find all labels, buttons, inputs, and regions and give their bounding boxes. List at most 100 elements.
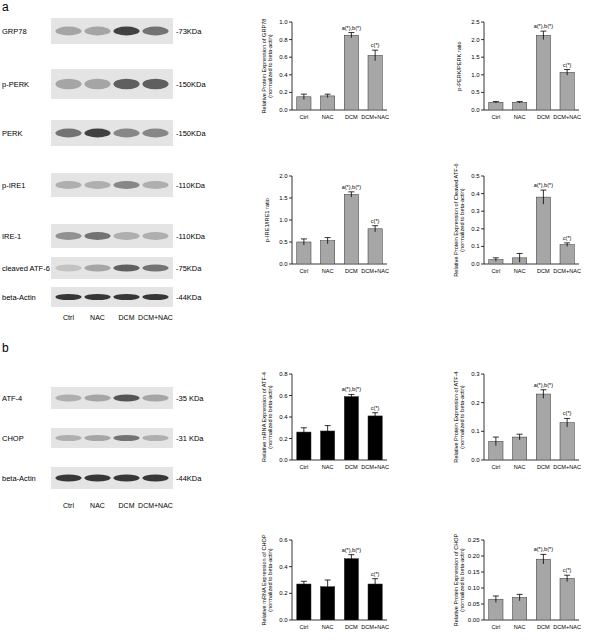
error-bar-line bbox=[351, 192, 352, 197]
blot-size-label: -150KDa bbox=[176, 129, 206, 138]
error-bar-line bbox=[543, 31, 544, 39]
error-bar-cap bbox=[372, 50, 378, 51]
blot-band bbox=[84, 181, 110, 189]
bar-chart: 0.000.050.100.150.200.25Relative Protein… bbox=[453, 533, 582, 630]
error-bar-cap bbox=[493, 101, 499, 102]
bar-chart: 0.00.10.20.30.40.5Relative Protein Expre… bbox=[453, 163, 582, 276]
error-bar-cap bbox=[372, 225, 378, 226]
error-bar-cap bbox=[493, 437, 499, 438]
error-bar-cap bbox=[517, 434, 523, 435]
y-axis-title-line: Relative mRNA Expression of ATF-4 bbox=[261, 372, 267, 462]
y-tick-label: 0.0 bbox=[471, 457, 480, 463]
error-bar bbox=[540, 554, 546, 564]
error-bar-cap bbox=[517, 101, 523, 102]
blot-band bbox=[113, 264, 139, 271]
panel-label: b bbox=[2, 341, 9, 355]
y-tick bbox=[481, 92, 484, 93]
figure: aGRP78-73KDap-PERK-150KDaPERK-150KDap-IR… bbox=[0, 0, 600, 641]
error-bar bbox=[301, 94, 307, 99]
bar bbox=[513, 437, 527, 460]
y-tick-label: 0.15 bbox=[468, 569, 480, 575]
bars bbox=[297, 192, 383, 264]
y-tick bbox=[289, 176, 292, 177]
error-bar bbox=[348, 33, 354, 38]
y-tick bbox=[289, 395, 292, 396]
error-bar bbox=[348, 192, 354, 197]
blot-band bbox=[55, 232, 81, 240]
y-axis bbox=[484, 176, 485, 264]
blot-band bbox=[84, 435, 110, 441]
y-tick bbox=[289, 198, 292, 199]
lane-label: NAC bbox=[90, 314, 105, 321]
y-tick bbox=[289, 374, 292, 375]
y-tick-label: 0.0 bbox=[279, 457, 288, 463]
y-tick-label: 2.5 bbox=[471, 19, 480, 25]
blot-background bbox=[51, 224, 173, 248]
y-tick bbox=[289, 92, 292, 93]
x-tick-label: DCM+NAC bbox=[361, 268, 389, 274]
error-bar-cap bbox=[540, 190, 546, 191]
blot-background bbox=[51, 428, 173, 448]
blot-band bbox=[84, 294, 110, 300]
x-tick-label: DCM bbox=[537, 464, 550, 470]
error-bar-line bbox=[351, 555, 352, 563]
blot-row-label: cleaved ATF-6 bbox=[2, 264, 50, 273]
y-tick-label: 1.5 bbox=[471, 54, 480, 60]
y-tick-label: 0.4 bbox=[279, 414, 288, 420]
y-tick-label: 0.0 bbox=[279, 617, 288, 623]
x-tick-label: Ctrl bbox=[492, 268, 501, 274]
bars bbox=[297, 555, 383, 620]
y-tick bbox=[481, 57, 484, 58]
blot-band bbox=[142, 181, 168, 189]
y-tick bbox=[481, 246, 484, 247]
y-tick bbox=[481, 228, 484, 229]
y-tick-label: 2.0 bbox=[279, 173, 288, 179]
y-axis-title-line: (normalized to beta-actin) bbox=[267, 385, 273, 449]
panel-label: a bbox=[2, 0, 9, 14]
error-bar-line bbox=[567, 418, 568, 427]
x-tick-label: DCM bbox=[345, 464, 358, 470]
error-bar-line bbox=[543, 390, 544, 399]
error-bar-line bbox=[495, 258, 496, 262]
blot-band bbox=[55, 27, 81, 36]
x-tick-label: DCM+NAC bbox=[553, 114, 581, 120]
y-tick-label: 0.4 bbox=[279, 564, 288, 570]
y-tick bbox=[481, 264, 484, 265]
error-bar bbox=[372, 579, 378, 590]
annotation: a(*),b(*) bbox=[342, 547, 361, 553]
error-bar-line bbox=[351, 33, 352, 38]
y-tick-label: 0.1 bbox=[471, 428, 480, 434]
y-tick bbox=[289, 264, 292, 265]
bar bbox=[321, 241, 335, 264]
blot-row-label: beta-Actin bbox=[2, 474, 36, 483]
y-tick-label: 1.0 bbox=[471, 72, 480, 78]
y-tick bbox=[481, 540, 484, 541]
y-tick-label: 0.05 bbox=[468, 601, 480, 607]
bar bbox=[536, 394, 550, 460]
blot-band bbox=[113, 79, 139, 90]
y-tick bbox=[289, 57, 292, 58]
y-tick-label: 0.5 bbox=[471, 173, 480, 179]
annotation: a(*),b(*) bbox=[534, 382, 553, 388]
y-tick-label: 0.2 bbox=[471, 226, 480, 232]
blot-band bbox=[55, 181, 81, 189]
lane-label: DCM+NAC bbox=[138, 502, 173, 509]
x-tick-label: Ctrl bbox=[492, 464, 501, 470]
annotation: a(*),b(*) bbox=[342, 25, 361, 31]
error-bar-line bbox=[327, 580, 328, 593]
y-tick-label: 0.8 bbox=[279, 371, 288, 377]
x-tick-label: NAC bbox=[322, 464, 334, 470]
error-bar-cap bbox=[301, 94, 307, 95]
y-tick-label: 0.0 bbox=[279, 261, 288, 267]
x-tick-label: Ctrl bbox=[300, 268, 309, 274]
blot-background bbox=[51, 287, 173, 307]
y-tick bbox=[289, 417, 292, 418]
annotation: c(*) bbox=[563, 567, 572, 573]
y-tick bbox=[481, 22, 484, 23]
y-axis bbox=[484, 540, 485, 620]
error-bar bbox=[517, 594, 523, 600]
y-axis-title-line: Relative mRNA Expression of CHOP bbox=[261, 534, 267, 625]
y-tick bbox=[481, 39, 484, 40]
blot-band bbox=[142, 79, 168, 90]
y-tick bbox=[481, 460, 484, 461]
